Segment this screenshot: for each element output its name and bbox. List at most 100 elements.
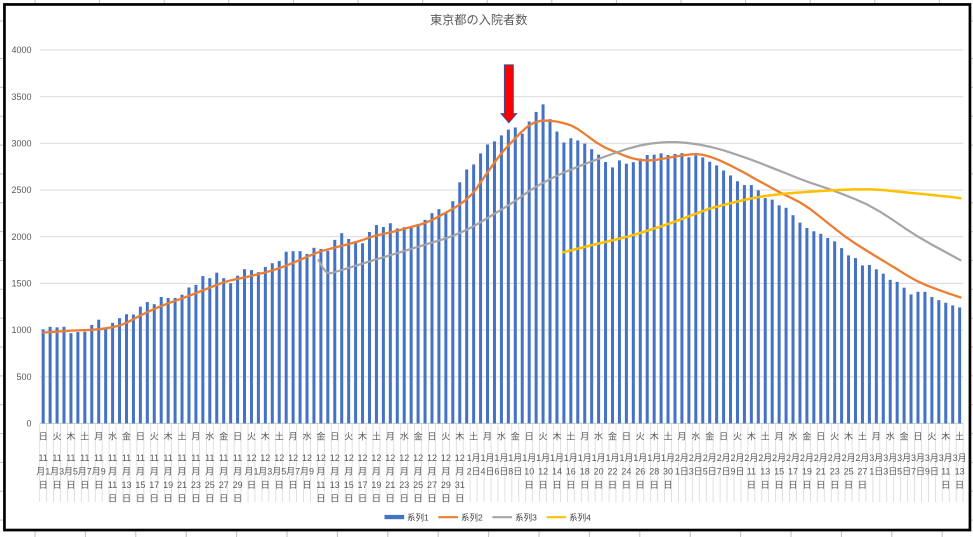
svg-text:1月: 1月	[661, 453, 675, 463]
svg-text:2月: 2月	[786, 453, 800, 463]
svg-text:月: 月	[427, 467, 436, 477]
svg-text:土: 土	[955, 431, 964, 442]
svg-text:金: 金	[705, 431, 714, 442]
svg-text:月: 月	[330, 467, 339, 477]
svg-text:日: 日	[816, 432, 825, 442]
svg-text:日: 日	[775, 480, 784, 490]
svg-text:土: 土	[275, 431, 284, 442]
svg-text:4日: 4日	[480, 467, 494, 477]
svg-text:16: 16	[566, 467, 576, 477]
svg-text:月: 月	[580, 432, 589, 442]
svg-text:日: 日	[525, 480, 534, 490]
svg-text:23: 23	[399, 480, 409, 490]
svg-text:月: 月	[483, 432, 492, 442]
svg-text:12: 12	[344, 453, 354, 463]
svg-text:月: 月	[775, 432, 784, 442]
svg-text:金: 金	[316, 431, 325, 442]
svg-text:3月: 3月	[939, 453, 953, 463]
svg-text:日: 日	[330, 432, 339, 442]
svg-text:12: 12	[316, 453, 326, 463]
svg-text:日: 日	[427, 432, 436, 442]
svg-text:1月: 1月	[494, 453, 508, 463]
svg-text:月9: 月9	[300, 467, 314, 477]
svg-text:12: 12	[260, 453, 270, 463]
svg-text:3月: 3月	[869, 453, 883, 463]
svg-text:1日: 1日	[675, 467, 689, 477]
svg-text:日: 日	[372, 494, 381, 504]
svg-text:日: 日	[400, 494, 409, 504]
svg-text:2月: 2月	[855, 453, 869, 463]
svg-text:日: 日	[358, 494, 367, 504]
svg-text:2000: 2000	[11, 232, 31, 242]
svg-text:月: 月	[177, 467, 186, 477]
svg-text:東京都の入院者数: 東京都の入院者数	[430, 12, 528, 27]
svg-text:日: 日	[302, 480, 311, 490]
svg-text:系列1: 系列1	[407, 513, 429, 523]
svg-text:2日: 2日	[467, 467, 481, 477]
svg-text:月: 月	[205, 467, 214, 477]
svg-text:土: 土	[858, 431, 867, 442]
svg-text:21: 21	[385, 480, 395, 490]
svg-text:日: 日	[525, 432, 534, 442]
svg-text:19: 19	[802, 467, 812, 477]
svg-text:日: 日	[441, 494, 450, 504]
svg-text:1月: 1月	[564, 453, 578, 463]
svg-text:18: 18	[580, 467, 590, 477]
svg-text:17: 17	[788, 467, 798, 477]
svg-text:日: 日	[164, 494, 173, 504]
svg-text:24: 24	[621, 467, 631, 477]
svg-text:木: 木	[164, 431, 173, 442]
svg-text:13: 13	[121, 480, 131, 490]
svg-text:日: 日	[39, 480, 48, 490]
svg-text:1月: 1月	[480, 453, 494, 463]
svg-text:3月: 3月	[925, 453, 939, 463]
svg-text:13: 13	[760, 467, 770, 477]
svg-text:火: 火	[636, 432, 645, 442]
svg-text:12: 12	[357, 453, 367, 463]
svg-text:日: 日	[108, 494, 117, 504]
svg-text:日: 日	[94, 480, 103, 490]
svg-text:日: 日	[608, 480, 617, 490]
svg-text:金: 金	[608, 431, 617, 442]
svg-text:月: 月	[108, 467, 117, 477]
svg-text:日: 日	[747, 480, 756, 490]
svg-text:22: 22	[607, 467, 617, 477]
svg-text:火: 火	[53, 432, 62, 442]
svg-text:12: 12	[399, 453, 409, 463]
svg-text:金: 金	[802, 431, 811, 442]
svg-text:11: 11	[316, 480, 325, 490]
svg-text:12: 12	[413, 453, 423, 463]
svg-text:月1: 月1	[244, 467, 258, 477]
svg-text:25: 25	[413, 480, 423, 490]
svg-text:日: 日	[191, 494, 200, 504]
svg-text:2月: 2月	[689, 453, 703, 463]
svg-text:11: 11	[163, 453, 172, 463]
svg-text:11: 11	[191, 453, 200, 463]
svg-text:日: 日	[566, 480, 575, 490]
svg-text:1月: 1月	[633, 453, 647, 463]
svg-text:系列4: 系列4	[569, 513, 591, 523]
svg-text:11: 11	[177, 453, 186, 463]
svg-text:2月: 2月	[758, 453, 772, 463]
svg-text:23: 23	[191, 480, 201, 490]
svg-text:1月: 1月	[647, 453, 661, 463]
svg-text:7日: 7日	[911, 467, 925, 477]
svg-text:系列3: 系列3	[515, 513, 537, 523]
svg-text:日: 日	[594, 480, 603, 490]
svg-text:日: 日	[386, 494, 395, 504]
svg-text:月: 月	[219, 467, 228, 477]
svg-text:27: 27	[219, 480, 229, 490]
svg-text:6日: 6日	[494, 467, 508, 477]
svg-text:1月: 1月	[605, 453, 619, 463]
svg-text:日: 日	[539, 480, 548, 490]
svg-text:11: 11	[233, 453, 242, 463]
svg-text:水: 水	[108, 431, 117, 442]
svg-text:11: 11	[52, 453, 61, 463]
svg-text:日: 日	[136, 432, 145, 442]
svg-text:日: 日	[233, 494, 242, 504]
svg-text:土: 土	[761, 431, 770, 442]
svg-text:金: 金	[511, 431, 520, 442]
svg-text:1月: 1月	[536, 453, 550, 463]
svg-text:月: 月	[136, 467, 145, 477]
svg-text:12: 12	[246, 453, 256, 463]
